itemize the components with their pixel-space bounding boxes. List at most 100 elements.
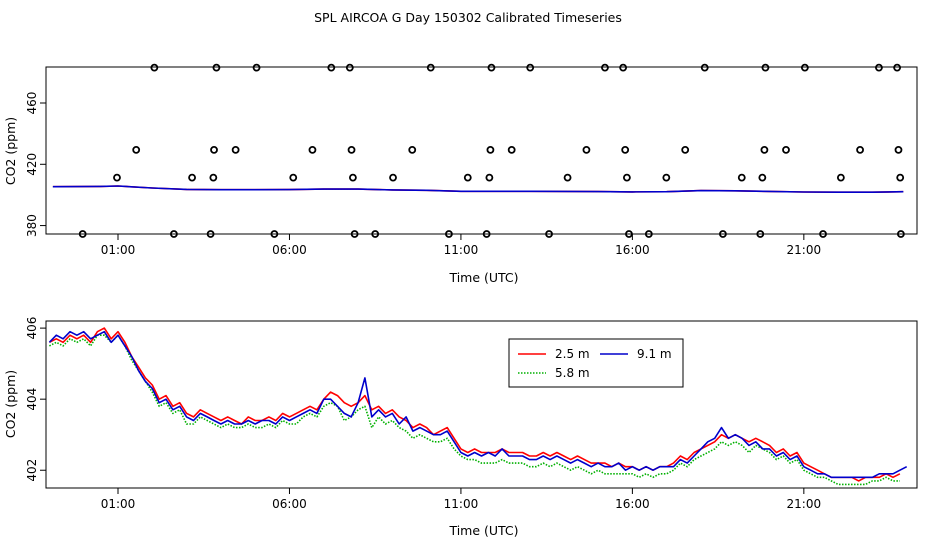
top-x-tick-label: 06:00 [272, 243, 307, 257]
flag-point [485, 173, 494, 182]
top-y-axis: 380 420 460 [25, 92, 46, 237]
top-series-line-top [52, 185, 904, 193]
flag-point [760, 145, 769, 154]
top-x-axis-label: Time (UTC) [448, 270, 518, 285]
bottom-y-axis: 402 404 406 [25, 317, 46, 482]
bottom-plot-frame [45, 320, 918, 489]
flag-point [327, 63, 336, 72]
flag-point [486, 145, 495, 154]
flag-point [758, 173, 767, 182]
bottom-x-tick-label: 06:00 [272, 497, 307, 511]
top-y-tick-label: 380 [25, 214, 39, 237]
flag-point [507, 145, 516, 154]
flag-point [350, 230, 359, 238]
flag-point [487, 63, 496, 72]
top-x-tick-label: 01:00 [101, 243, 136, 257]
flag-point [619, 63, 628, 72]
flag-point [209, 173, 218, 182]
bottom-x-tick-label: 11:00 [444, 497, 479, 511]
legend: 2.5 m 9.1 m 5.8 m [508, 338, 684, 388]
bottom-y-axis-label: CO2 (ppm) [3, 370, 18, 438]
flag-point [463, 173, 472, 182]
flag-point [622, 173, 631, 182]
flag-point [761, 63, 770, 72]
flag-point [270, 230, 279, 238]
legend-label-2-5m: 2.5 m [555, 347, 590, 361]
flag-point [737, 173, 746, 182]
flag-point [389, 173, 397, 182]
flag-point [210, 145, 218, 154]
flag-point [681, 145, 690, 154]
bottom-x-tick-label: 16:00 [615, 497, 650, 511]
bottom-series-line [49, 334, 900, 486]
bottom-y-tick-label: 402 [25, 459, 39, 482]
flag-point [800, 63, 809, 72]
flag-point [231, 145, 240, 154]
flag-point [371, 230, 380, 238]
flag-point [601, 63, 609, 72]
bottom-x-tick-label: 01:00 [101, 497, 136, 511]
bottom-series-line [49, 327, 901, 482]
flag-point [836, 173, 845, 182]
flag-point [308, 145, 317, 154]
flag-point [349, 173, 357, 182]
bottom-y-tick-label: 404 [25, 388, 39, 411]
legend-box [508, 338, 684, 388]
flag-point [756, 230, 765, 238]
flag-point [782, 145, 790, 154]
figure-title: SPL AIRCOA G Day 150302 Calibrated Times… [314, 10, 622, 25]
top-flag-points [78, 63, 905, 238]
flag-point [719, 230, 727, 238]
bottom-panel: 01:00 06:00 11:00 16:00 21:00 402 404 406 Time… [3, 317, 918, 538]
flag-point [212, 63, 221, 72]
top-y-tick-label: 460 [25, 92, 39, 115]
flag-point [482, 230, 491, 238]
flag-point [170, 230, 178, 238]
flag-point [150, 63, 159, 72]
bottom-y-tick-label: 406 [25, 317, 39, 340]
bottom-series-group [48, 327, 908, 486]
flag-point [582, 145, 591, 154]
flag-point [563, 173, 572, 182]
flag-point [345, 63, 354, 72]
flag-point [896, 230, 905, 238]
bottom-x-tick-label: 21:00 [787, 497, 822, 511]
flag-point [700, 63, 709, 72]
bottom-series-line [48, 330, 908, 479]
flag-point [252, 63, 261, 72]
flag-point [132, 145, 141, 154]
top-plot-frame [45, 66, 918, 235]
flag-point [188, 173, 196, 182]
bottom-x-axis: 01:00 06:00 11:00 16:00 21:00 [101, 488, 821, 511]
flag-point [426, 63, 435, 72]
top-y-axis-label: CO2 (ppm) [3, 117, 18, 185]
top-panel: 01:00 06:00 11:00 16:00 21:00 380 420 460 Time… [3, 63, 918, 285]
flag-point [856, 145, 864, 154]
flag-point [113, 173, 121, 182]
legend-label-5-8m: 5.8 m [555, 366, 590, 380]
flag-point [206, 230, 215, 238]
top-x-tick-label: 16:00 [615, 243, 650, 257]
flag-point [893, 63, 902, 72]
flag-point [78, 230, 87, 238]
top-x-axis: 01:00 06:00 11:00 16:00 21:00 [101, 234, 821, 257]
flag-point [445, 230, 453, 238]
bottom-x-axis-label: Time (UTC) [448, 523, 518, 538]
flag-point [625, 230, 633, 238]
top-x-tick-label: 21:00 [787, 243, 822, 257]
legend-label-9-1m: 9.1 m [637, 347, 672, 361]
top-x-tick-label: 11:00 [444, 243, 479, 257]
flag-point [621, 145, 630, 154]
flag-point [894, 145, 903, 154]
flag-point [526, 63, 535, 72]
flag-point [408, 145, 417, 154]
flag-point [875, 63, 883, 72]
flag-point [819, 230, 827, 238]
flag-point [896, 173, 905, 182]
flag-point [289, 173, 298, 182]
top-series-group [52, 185, 904, 193]
flag-point [347, 145, 356, 154]
flag-point [662, 173, 671, 182]
top-y-tick-label: 420 [25, 153, 39, 176]
